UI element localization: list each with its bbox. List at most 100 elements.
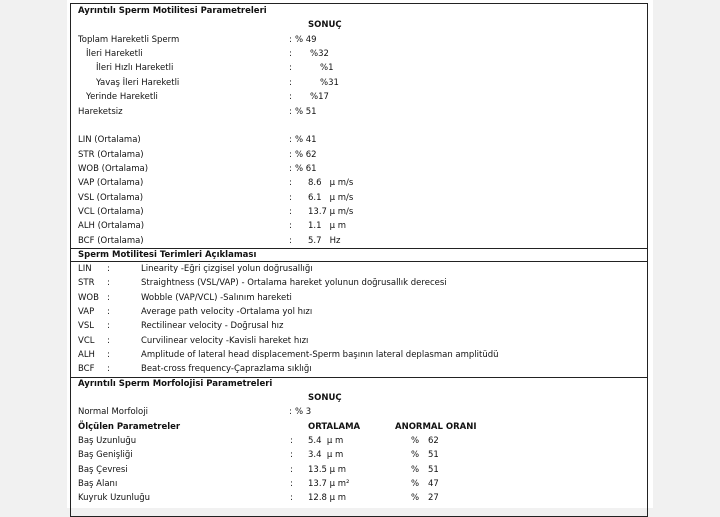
separator: :	[107, 321, 110, 332]
row-label: Toplam Hareketli Sperm	[78, 35, 180, 45]
separator: :	[290, 450, 293, 461]
section-title: Ayrıntılı Sperm Morfolojisi Parametreler…	[78, 379, 273, 389]
row-value: % 41	[295, 135, 317, 145]
separator: :	[290, 436, 293, 446]
percent-sign: %	[411, 450, 420, 461]
separator: :	[289, 236, 292, 246]
row-abnormal: 62	[428, 436, 439, 446]
section-title: Sperm Motilitesi Terimleri Açıklaması	[78, 250, 257, 260]
separator: :	[289, 164, 292, 174]
row-average: 12.8 µ m	[308, 493, 347, 504]
separator: :	[289, 193, 292, 203]
row-average: 13.5 µ m	[308, 464, 347, 475]
term-description: Curvilinear velocity -Kavisli hareket hı…	[141, 335, 309, 346]
terms-title-box	[70, 248, 648, 262]
row-value: % 61	[295, 164, 317, 174]
row-value: 8.6 µ m/s	[308, 178, 354, 188]
row-average: 5.4 µ m	[308, 436, 344, 446]
column-header: ORTALAMA	[308, 422, 361, 432]
section-title: Ayrıntılı Sperm Motilitesi Parametreleri	[78, 6, 267, 16]
separator: :	[289, 407, 292, 417]
percent-sign: %	[411, 478, 420, 489]
separator: :	[289, 49, 292, 59]
row-label: Baş Çevresi	[78, 464, 128, 475]
term-abbr: VCL	[78, 335, 95, 346]
term-description: Amplitude of lateral head displacement-S…	[141, 349, 499, 360]
row-abnormal: 27	[428, 493, 439, 504]
row-label: Baş Uzunluğu	[78, 436, 137, 446]
row-label: VAP (Ortalama)	[78, 178, 144, 188]
row-abnormal: 51	[428, 464, 439, 475]
term-description: Linearity -Eğri çizgisel yolun doğrusall…	[141, 264, 313, 274]
row-label: İleri Hareketli	[86, 49, 143, 59]
row-value: %32	[310, 49, 329, 59]
row-value: % 49	[295, 35, 317, 45]
separator: :	[290, 464, 293, 475]
separator: :	[289, 35, 292, 45]
row-value: %1	[320, 63, 334, 73]
row-value: %17	[310, 92, 329, 102]
row-value: % 62	[295, 150, 317, 160]
term-abbr: LIN	[78, 264, 92, 274]
row-value: 5.7 Hz	[308, 236, 341, 246]
row-value: 1.1 µ m	[308, 221, 347, 231]
row-label: Yerinde Hareketli	[86, 92, 158, 102]
term-description: Rectilinear velocity - Doğrusal hız	[141, 321, 284, 332]
separator: :	[289, 150, 292, 160]
separator: :	[289, 107, 292, 117]
row-label: LIN (Ortalama)	[78, 135, 141, 145]
row-abnormal: 47	[428, 478, 439, 489]
row-label: İleri Hızlı Hareketli	[96, 63, 174, 73]
separator: :	[107, 306, 110, 317]
row-label: Baş Genişliği	[78, 450, 133, 461]
row-value: % 51	[295, 107, 317, 117]
separator: :	[289, 78, 292, 88]
row-label: WOB (Ortalama)	[78, 164, 149, 174]
separator: :	[107, 349, 110, 360]
separator: :	[289, 178, 292, 188]
row-label: VCL (Ortalama)	[78, 207, 144, 217]
row-value: %31	[320, 78, 339, 88]
separator: :	[290, 493, 293, 504]
row-label: Normal Morfoloji	[78, 407, 148, 417]
term-description: Average path velocity -Ortalama yol hızı	[141, 306, 313, 317]
separator: :	[289, 92, 292, 102]
percent-sign: %	[411, 464, 420, 475]
separator: :	[289, 207, 292, 217]
row-average: 3.4 µ m	[308, 450, 344, 461]
row-value: % 3	[295, 407, 312, 417]
term-description: Straightness (VSL/VAP) - Ortalama hareke…	[141, 278, 447, 289]
separator: :	[107, 292, 110, 303]
separator: :	[107, 364, 110, 375]
column-header: SONUÇ	[308, 393, 342, 403]
row-label: STR (Ortalama)	[78, 150, 144, 160]
row-average: 13.7 µ m²	[308, 478, 350, 489]
row-label: VSL (Ortalama)	[78, 193, 144, 203]
row-label: Kuyruk Uzunluğu	[78, 493, 151, 504]
term-abbr: VAP	[78, 306, 95, 317]
separator: :	[290, 478, 293, 489]
term-description: Beat-cross frequency-Çaprazlama sıklığı	[141, 364, 312, 375]
separator: :	[289, 135, 292, 145]
row-label: Baş Alanı	[78, 478, 118, 489]
row-value: 13.7 µ m/s	[308, 207, 354, 217]
term-abbr: VSL	[78, 321, 94, 332]
morphology-box	[70, 377, 648, 517]
row-abnormal: 51	[428, 450, 439, 461]
separator: :	[107, 264, 110, 274]
column-header: SONUÇ	[308, 20, 342, 30]
term-abbr: ALH	[78, 349, 95, 360]
row-value: 6.1 µ m/s	[308, 193, 354, 203]
document-page: Ayrıntılı Sperm Motilitesi Parametreleri…	[67, 0, 653, 517]
term-abbr: STR	[78, 278, 95, 289]
separator: :	[107, 278, 110, 289]
row-label: BCF (Ortalama)	[78, 236, 144, 246]
term-abbr: BCF	[78, 364, 95, 375]
percent-sign: %	[411, 493, 420, 504]
row-label: ALH (Ortalama)	[78, 221, 145, 231]
term-abbr: WOB	[78, 292, 99, 303]
percent-sign: %	[411, 436, 420, 446]
separator: :	[289, 221, 292, 231]
column-header: ANORMAL ORANI	[395, 422, 477, 432]
row-label: Yavaş İleri Hareketli	[96, 78, 180, 88]
